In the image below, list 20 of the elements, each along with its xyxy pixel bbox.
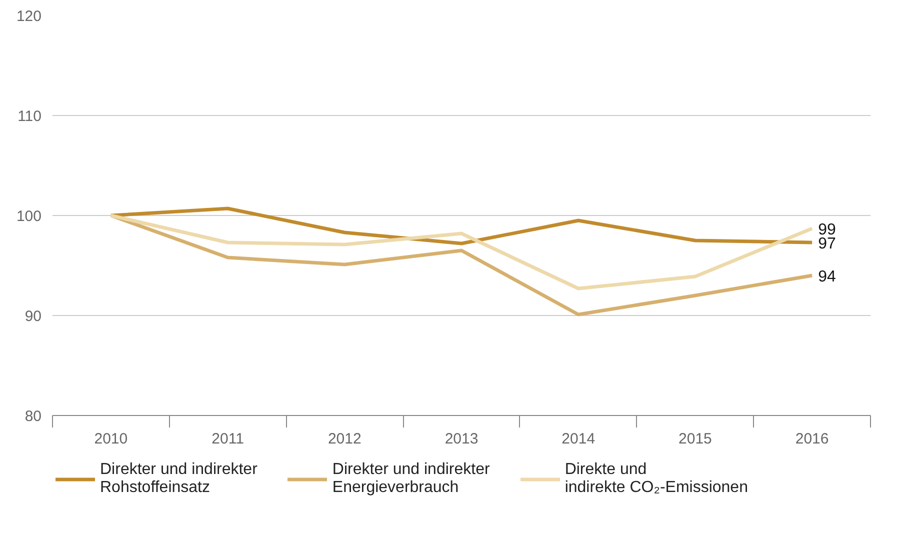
y-tick-label: 110 (18, 108, 42, 125)
x-tick-label: 2011 (212, 430, 244, 448)
x-tick-label: 2016 (795, 430, 829, 448)
x-tick-label: 2014 (562, 430, 596, 448)
data-label: 97 (818, 236, 836, 252)
line-series (109, 214, 814, 290)
y-tick-label: 120 (16, 8, 42, 25)
y-tick-label: 80 (24, 408, 42, 425)
legend-label: Direkter und indirekter Energieverbrauch (332, 461, 490, 497)
legend-label: Direkte und indirekte CO₂-Emissionen (564, 461, 748, 497)
y-tick-label: 90 (24, 308, 42, 325)
line-series (109, 206, 814, 246)
data-label: 94 (818, 268, 836, 286)
y-tick-label: 100 (16, 208, 42, 225)
x-tick-label: 2010 (94, 430, 128, 448)
legend-label: Direkter und indirekter Rohstoffeinsatz (100, 461, 258, 497)
x-tick-label: 2012 (328, 430, 362, 448)
data-label: 99 (818, 222, 836, 238)
x-tick-label: 2015 (678, 430, 712, 448)
x-tick-label: 2013 (444, 430, 478, 448)
